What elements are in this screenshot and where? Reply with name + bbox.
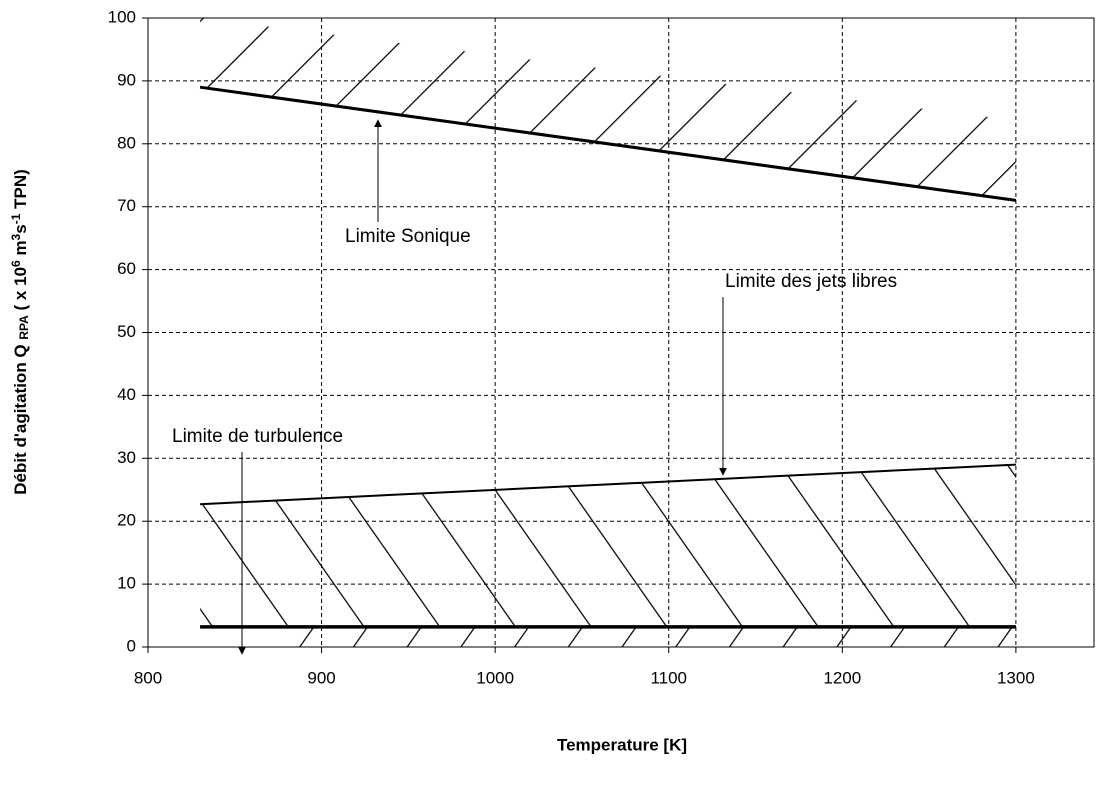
x-tick-label: 900 [307,668,335,687]
annotation: Limite des jets libres [725,271,897,292]
line-series [199,85,1017,202]
y-axis-label-part: ( x 10 [11,267,30,315]
y-axis-label-part: m [11,240,30,260]
x-tick-label: 1100 [650,668,687,687]
annotation: Limite Sonique [345,226,471,247]
hatch-area [280,626,1016,647]
y-axis-label-part: -1 [9,213,23,224]
y-tick-label: 10 [117,574,136,593]
y-tick-label: 70 [117,196,136,215]
x-tick-label: 1300 [997,668,1035,687]
y-axis-label-part: TPN) [11,169,30,213]
y-tick-label: 30 [117,448,136,467]
y-axis-label: Débit d'agitation Q RPA ( x 106 m3s-1 TP… [9,169,31,495]
y-axis-label-part: Débit d'agitation Q [11,340,30,495]
plot-frame [147,17,1095,648]
y-tick-label: 80 [117,133,136,152]
x-axis-label: Temperature [K] [557,735,687,754]
y-tick-label: 0 [127,636,136,655]
y-tick-label: 60 [117,259,136,278]
x-tick-label: 800 [134,668,162,687]
y-tick-label: 100 [108,7,136,26]
hatch-mask [148,0,1094,18]
x-tick-label: 1200 [823,668,861,687]
y-tick-label: 40 [117,385,136,404]
x-tick-label: 1000 [476,668,514,687]
y-tick-label: 90 [117,70,136,89]
y-tick-label: 20 [117,511,136,530]
y-axis-label-part: 6 [9,260,23,267]
hatch-area [200,18,1016,201]
annotation: Limite de turbulence [172,426,343,447]
hatch-area [200,464,1016,627]
line-series [200,463,1016,506]
y-axis-label-part: s [11,224,30,233]
y-axis-label-part: RPA [17,315,31,340]
y-tick-label: 50 [117,322,136,341]
y-axis-label-part: 3 [9,233,23,240]
